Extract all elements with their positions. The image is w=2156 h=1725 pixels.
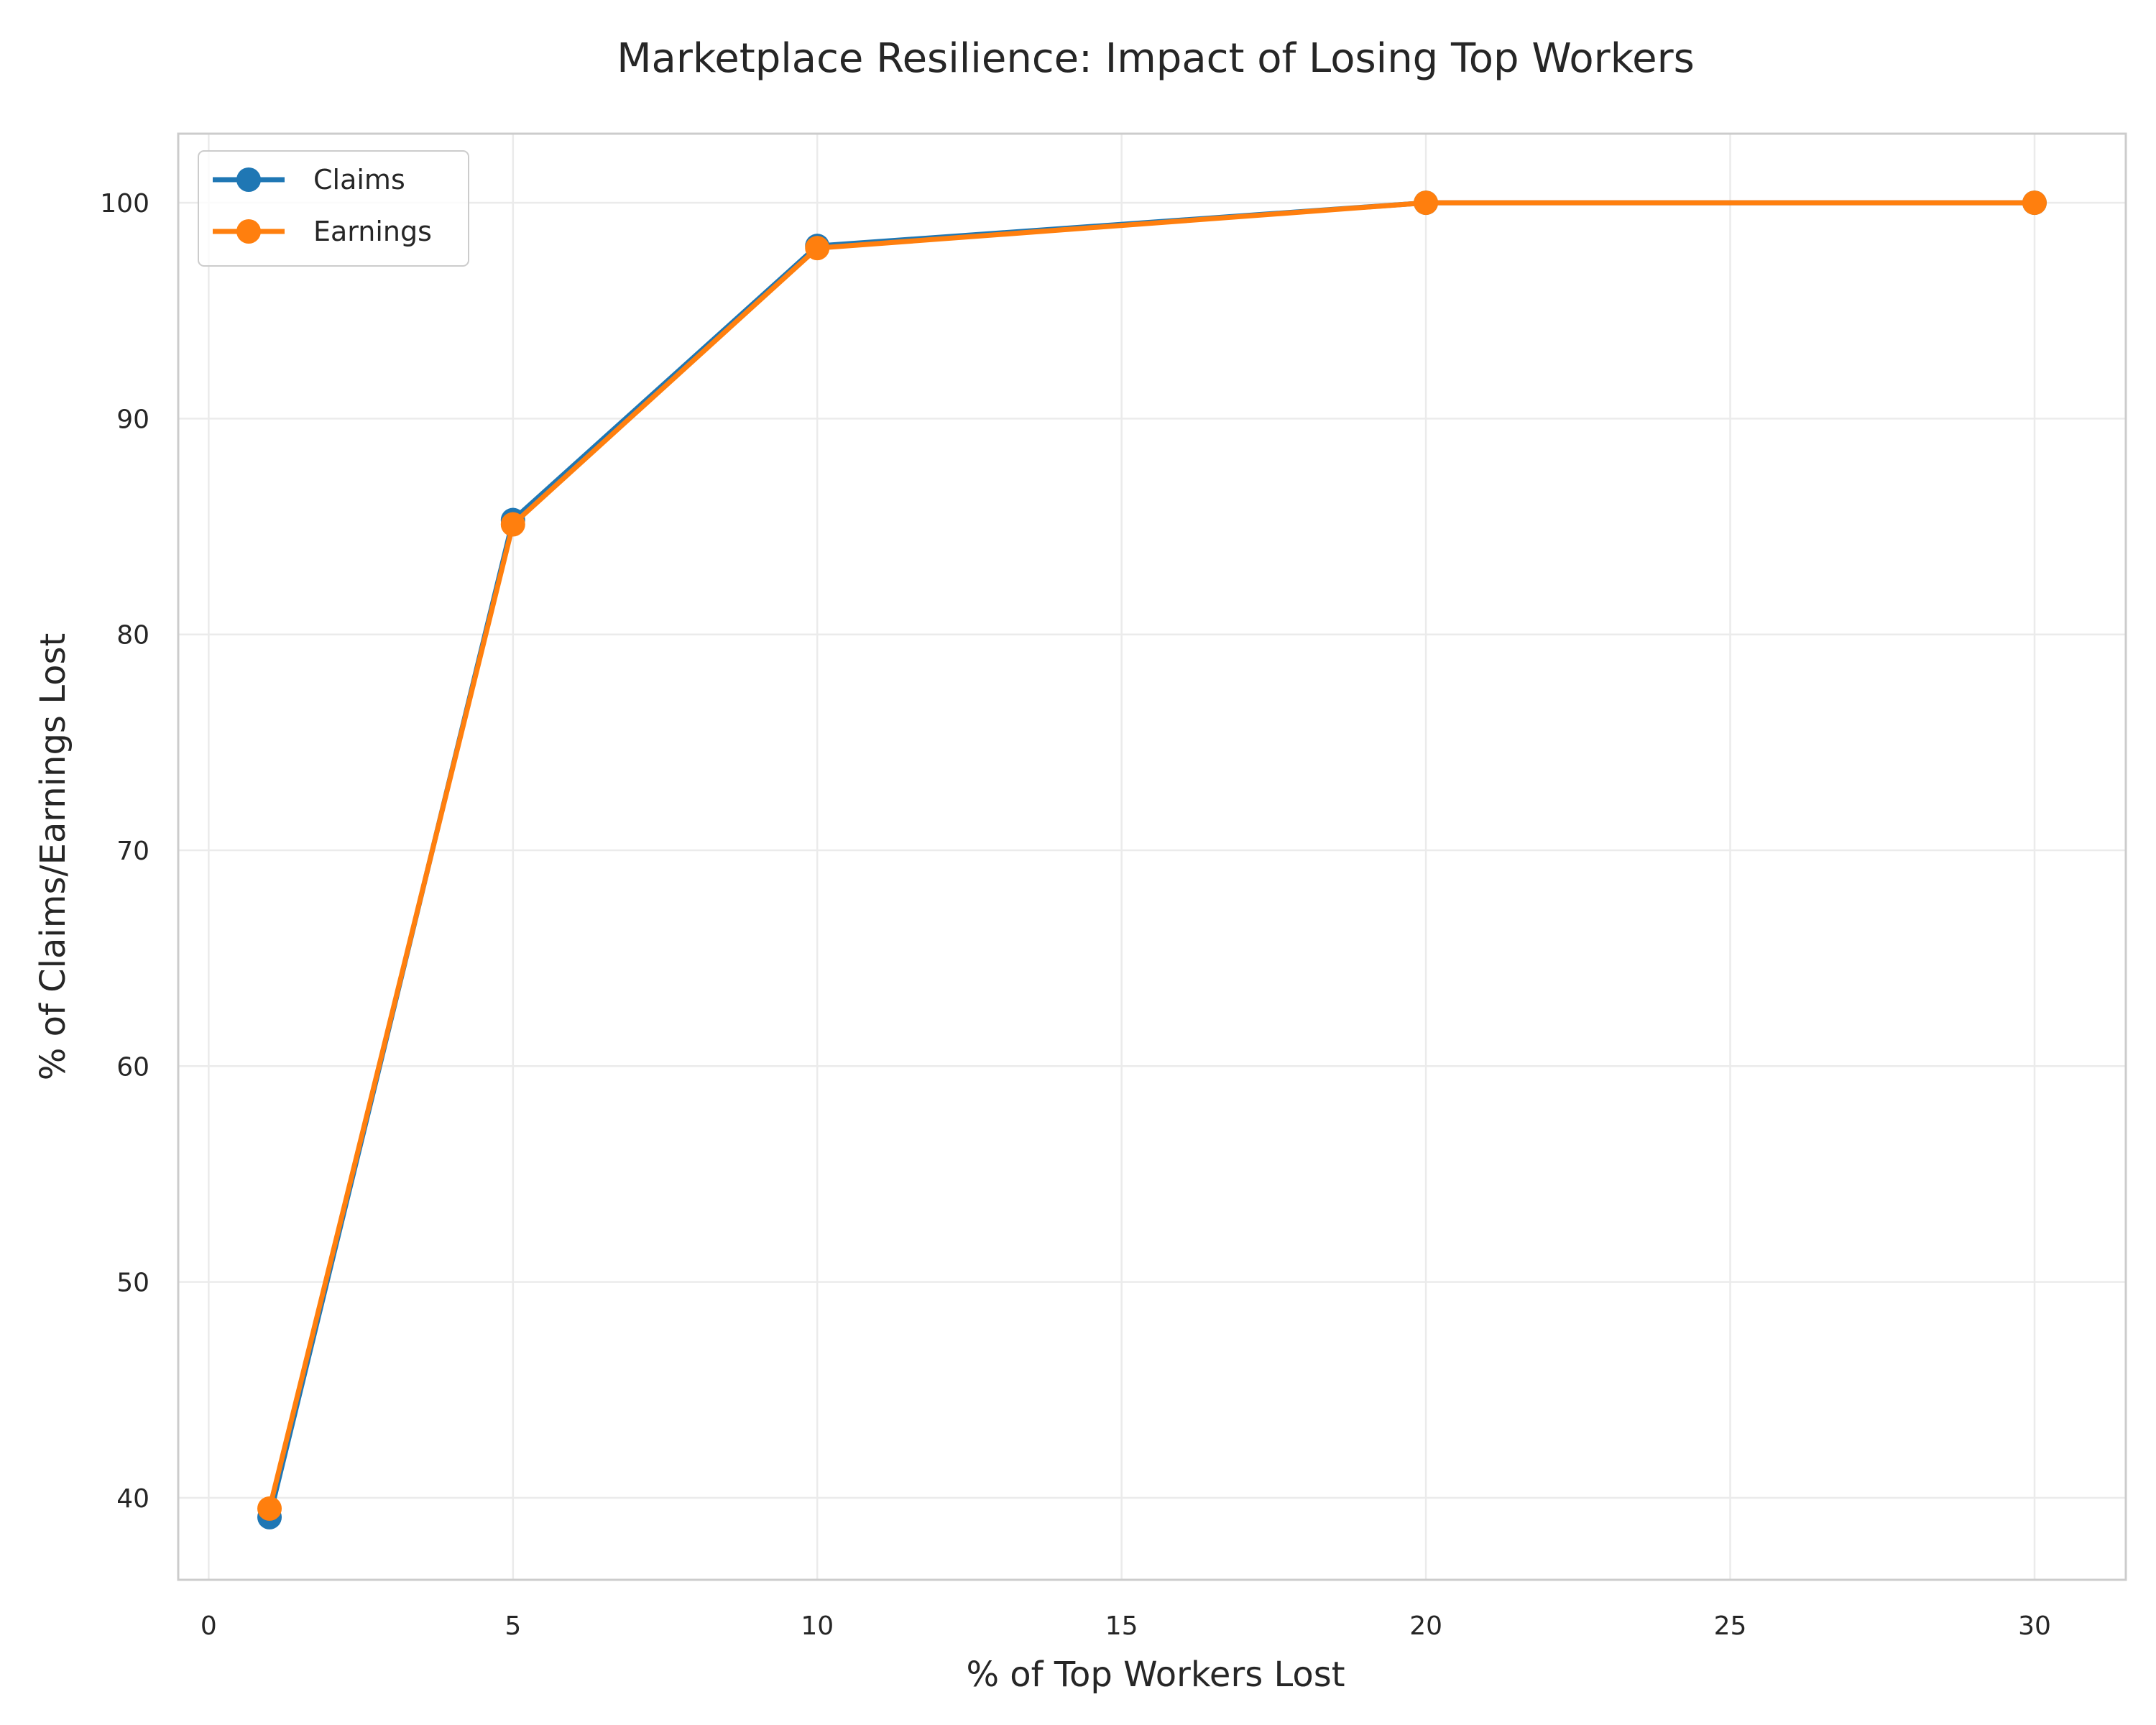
x-tick-label: 20 <box>1409 1611 1442 1641</box>
x-axis-label: % of Top Workers Lost <box>966 1655 1345 1695</box>
x-tick-label: 5 <box>505 1611 521 1641</box>
y-tick-label: 100 <box>100 189 149 218</box>
series <box>257 190 2047 1530</box>
chart-title: Marketplace Resilience: Impact of Losing… <box>617 35 1695 82</box>
x-tick-label: 25 <box>1714 1611 1747 1641</box>
y-tick-label: 70 <box>116 837 149 866</box>
y-tick-label: 90 <box>116 405 149 434</box>
y-tick-label: 60 <box>116 1052 149 1082</box>
data-point <box>2022 190 2047 216</box>
y-tick-label: 80 <box>116 621 149 650</box>
data-point <box>500 512 525 537</box>
x-tick-label: 15 <box>1105 1611 1138 1641</box>
y-axis-label: % of Claims/Earnings Lost <box>33 633 73 1081</box>
plot-frame <box>177 132 2127 1581</box>
y-tick-label: 50 <box>116 1269 149 1298</box>
legend-swatch-marker <box>236 167 261 192</box>
grid <box>178 134 2126 1580</box>
y-tick-label: 40 <box>116 1484 149 1514</box>
y-ticks: 40 50 60 70 80 90 100 <box>100 189 149 1514</box>
legend-label: Claims <box>313 164 405 196</box>
legend-swatch-marker <box>236 219 261 244</box>
data-point <box>805 236 830 261</box>
x-tick-label: 0 <box>201 1611 217 1641</box>
legend: Claims Earnings <box>198 150 469 267</box>
data-point <box>1414 190 1439 216</box>
x-ticks: 0 5 10 15 20 25 30 <box>201 1611 2051 1641</box>
legend-label: Earnings <box>313 216 432 247</box>
data-point <box>257 1496 282 1521</box>
x-tick-label: 10 <box>801 1611 834 1641</box>
x-tick-label: 30 <box>2018 1611 2051 1641</box>
